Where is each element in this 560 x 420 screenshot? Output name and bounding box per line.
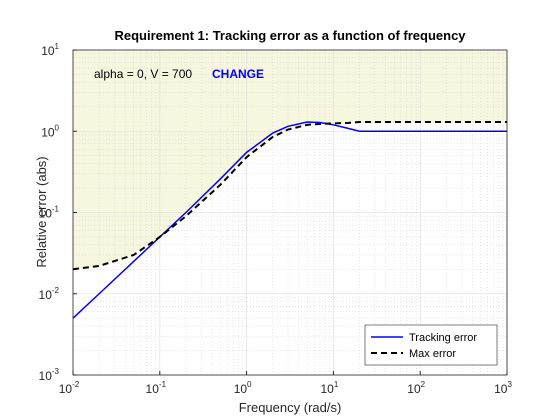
y-tick-label: 101	[41, 42, 59, 58]
x-tick-label-exponent: -2	[72, 380, 80, 389]
annotation: alpha = 0, V = 700	[94, 67, 192, 81]
legend: Tracking error Max error	[364, 324, 498, 366]
x-tick-label-base: 10	[146, 382, 160, 396]
x-tick-label: 103	[494, 380, 512, 396]
x-tick-label-exponent: 3	[507, 380, 512, 389]
x-tick-label-exponent: 0	[247, 380, 252, 389]
y-tick-label: 100	[41, 123, 59, 139]
y-tick-label-exponent: -2	[52, 286, 60, 295]
legend-label: Max error	[409, 348, 456, 360]
y-tick-label-base: 10	[39, 288, 53, 302]
y-tick-label-base: 10	[39, 369, 53, 383]
x-tick-label: 10-1	[146, 380, 167, 396]
line-series	[72, 121, 507, 319]
x-tick-label-exponent: 2	[421, 380, 426, 389]
y-tick-label-base: 10	[41, 44, 55, 58]
x-tick-label-base: 10	[234, 382, 248, 396]
axes-frame	[72, 49, 508, 376]
y-tick-label: 10-1	[39, 205, 60, 221]
line-series	[72, 120, 507, 271]
x-tick-label-exponent: -1	[159, 380, 167, 389]
y-tick-label-exponent: -1	[52, 205, 60, 214]
y-tick-label-exponent: -3	[52, 367, 60, 376]
y-tick-label-base: 10	[41, 125, 55, 139]
legend-box	[364, 324, 498, 366]
x-tick-label-exponent: 1	[334, 380, 339, 389]
x-tick-label: 10-2	[59, 380, 80, 396]
x-tick-label: 102	[407, 380, 425, 396]
x-tick-label: 101	[320, 380, 338, 396]
y-tick-label-base: 10	[39, 207, 53, 221]
x-tick-label-base: 10	[407, 382, 421, 396]
x-tick-label-base: 10	[494, 382, 508, 396]
shaded-region	[73, 50, 507, 270]
change-button[interactable]: CHANGE	[212, 67, 264, 81]
chart-title: Requirement 1: Tracking error as a funct…	[114, 28, 466, 43]
x-tick-label-base: 10	[320, 382, 334, 396]
y-tick-label-exponent: 0	[55, 123, 60, 132]
y-axis-label: Relative error (abs)	[34, 156, 49, 267]
legend-label: Tracking error	[409, 332, 477, 344]
y-tick-label-exponent: 1	[55, 42, 60, 51]
y-tick-label: 10-3	[39, 367, 60, 383]
y-tick-label: 10-2	[39, 286, 60, 302]
x-tick-label-base: 10	[59, 382, 73, 396]
plot-area	[72, 49, 508, 376]
x-tick-label: 100	[234, 380, 252, 396]
x-axis-label: Frequency (rad/s)	[239, 400, 342, 415]
